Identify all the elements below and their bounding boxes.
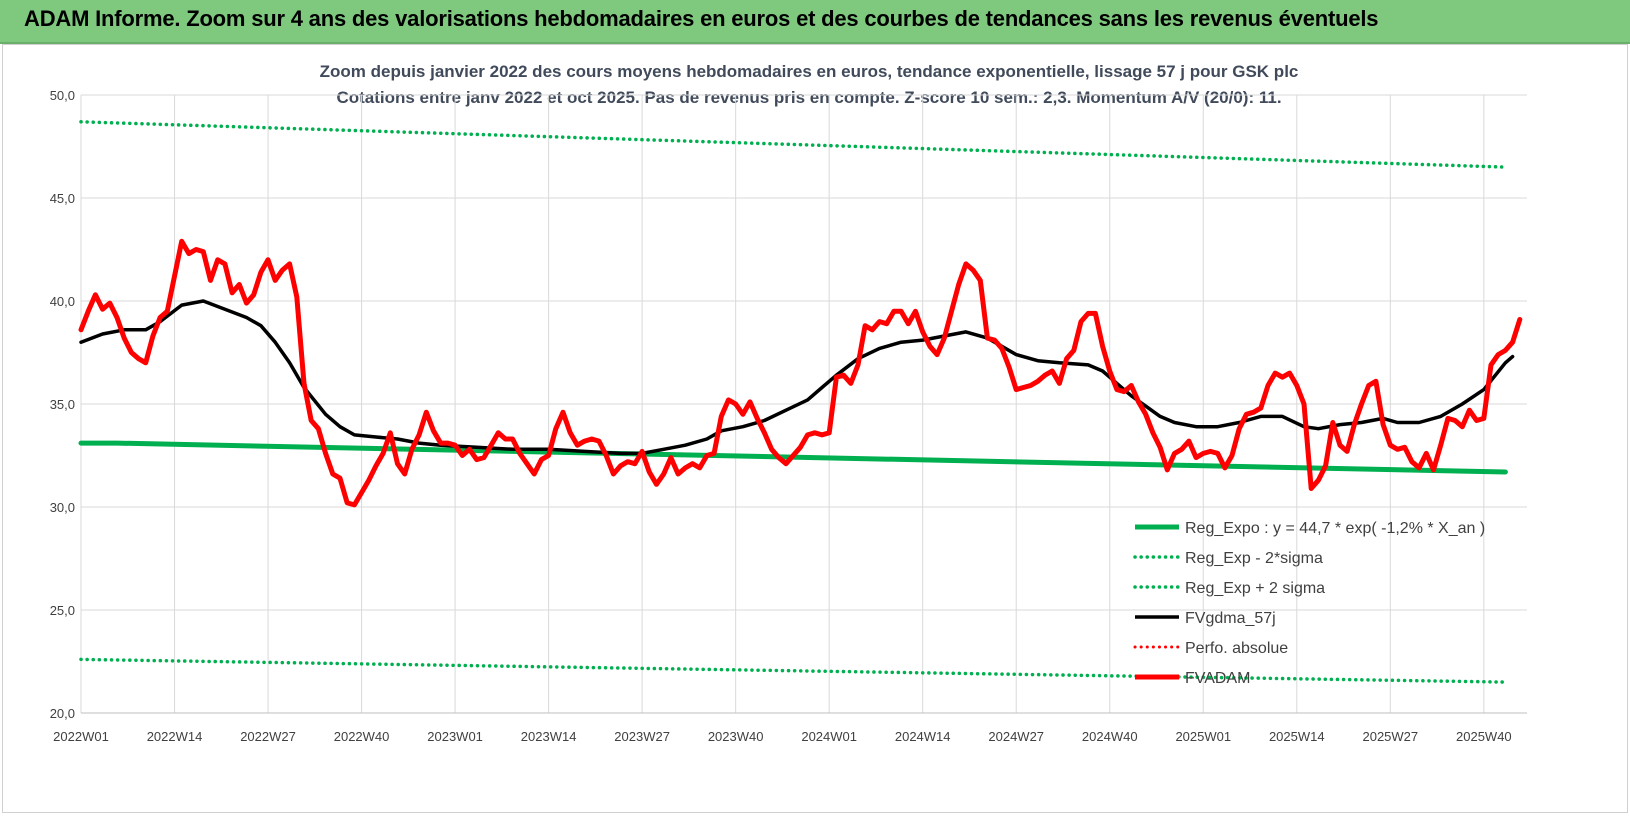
x-tick-label: 2023W27: [614, 729, 670, 744]
legend-label: Reg_Exp - 2*sigma: [1185, 550, 1323, 567]
x-tick-label: 2025W14: [1269, 729, 1325, 744]
x-tick-label: 2023W01: [427, 729, 483, 744]
series-line-2: [79, 120, 1508, 169]
series-line-1: [79, 657, 1508, 684]
legend-label: Reg_Exp + 2 sigma: [1185, 580, 1325, 597]
x-tick-label: 2024W27: [988, 729, 1044, 744]
x-tick-label: 2024W40: [1082, 729, 1138, 744]
y-axis: 20,0 25,0 30,0 35,0 40,0 45,0 50,0: [50, 88, 75, 721]
y-tick-label: 45,0: [50, 191, 75, 206]
series-layer: [78, 120, 1523, 684]
y-tick-label: 30,0: [50, 500, 75, 515]
chart-frame: Zoom depuis janvier 2022 des cours moyen…: [2, 44, 1628, 813]
legend-label: FVADAM: [1185, 670, 1250, 687]
x-tick-label: 2023W40: [708, 729, 764, 744]
y-tick-label: 35,0: [50, 397, 75, 412]
legend-label: FVgdma_57j: [1185, 610, 1276, 627]
x-tick-label: 2022W40: [334, 729, 390, 744]
x-tick-label: 2025W01: [1175, 729, 1231, 744]
legend-label: Perfo. absolue: [1185, 640, 1288, 657]
x-tick-label: 2022W14: [147, 729, 203, 744]
header-title: ADAM Informe. Zoom sur 4 ans des valoris…: [24, 6, 1379, 31]
y-tick-label: 40,0: [50, 294, 75, 309]
chart-svg: Zoom depuis janvier 2022 des cours moyen…: [50, 62, 1527, 744]
series-line-3: [79, 299, 1515, 456]
legend-label: Reg_Expo : y = 44,7 * exp( -1,2% * X_an …: [1185, 520, 1485, 537]
x-tick-label: 2025W40: [1456, 729, 1512, 744]
y-tick-label: 20,0: [50, 706, 75, 721]
x-tick-label: 2024W01: [801, 729, 857, 744]
x-tick-label: 2022W27: [240, 729, 296, 744]
series-line-0: [78, 440, 1508, 475]
x-tick-label: 2022W01: [53, 729, 109, 744]
header-bar: ADAM Informe. Zoom sur 4 ans des valoris…: [0, 0, 1630, 44]
x-tick-label: 2025W27: [1362, 729, 1418, 744]
x-tick-label: 2024W14: [895, 729, 951, 744]
x-axis: 2022W01 2022W14 2022W27 2022W40 2023W01 2023W…: [53, 729, 1511, 744]
legend: Reg_Expo : y = 44,7 * exp( -1,2% * X_an …: [1133, 520, 1485, 687]
y-tick-label: 50,0: [50, 88, 75, 103]
chart-title-line1: Zoom depuis janvier 2022 des cours moyen…: [320, 62, 1299, 81]
chart-title-line2: Cotations entre janv 2022 et oct 2025. P…: [336, 88, 1281, 107]
y-tick-label: 25,0: [50, 603, 75, 618]
series-line-5: [78, 238, 1523, 508]
grid-layer: [80, 94, 1527, 714]
x-tick-label: 2023W14: [521, 729, 577, 744]
